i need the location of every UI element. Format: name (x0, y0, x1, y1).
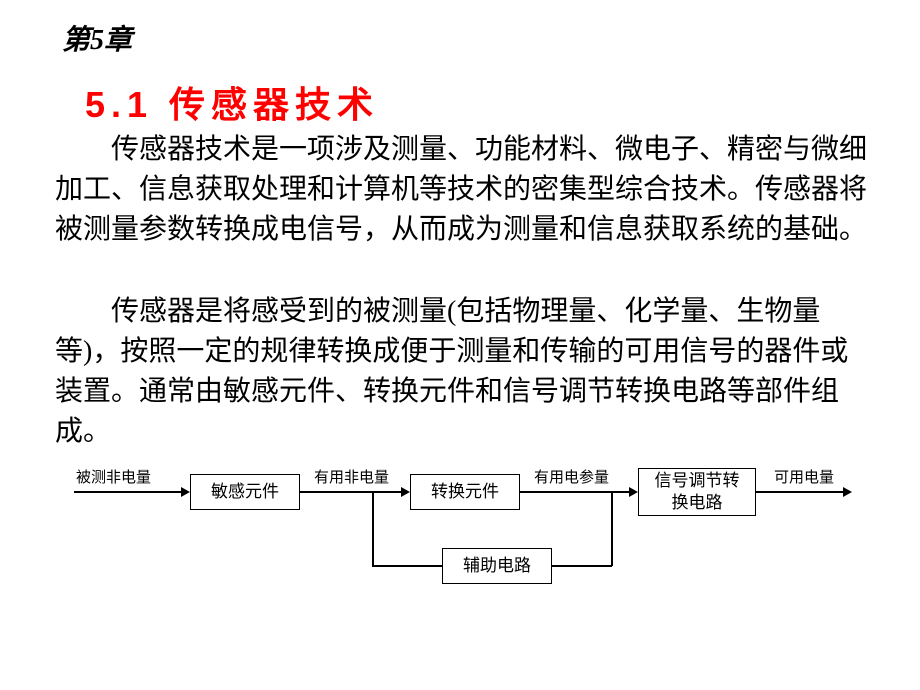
arrow-head-1 (401, 487, 410, 497)
section-title: 5.1 传感器技术 (85, 76, 379, 128)
arrow-head-0 (181, 487, 190, 497)
connector-0-0 (372, 492, 374, 566)
flow-label-1: 有用非电量 (314, 466, 389, 487)
flow-box-box2: 转换元件 (410, 474, 520, 510)
connector-1-0 (552, 565, 612, 567)
arrow-line-3 (756, 491, 844, 493)
connector-1-1 (611, 492, 613, 566)
flow-box-box1: 敏感元件 (190, 474, 300, 510)
arrow-line-2 (520, 491, 630, 493)
paragraph-1: 传感器技术是一项涉及测量、功能材料、微电子、精密与微细加工、信息获取处理和计算机… (55, 130, 875, 250)
flow-label-3: 可用电量 (774, 466, 834, 487)
flow-label-2: 有用电参量 (534, 466, 609, 487)
arrow-head-3 (843, 487, 852, 497)
arrow-head-2 (629, 487, 638, 497)
arrow-line-1 (300, 491, 402, 493)
paragraph-2: 传感器是将感受到的被测量(包括物理量、化学量、生物量等)，按照一定的规律转换成便… (55, 292, 875, 452)
flowchart-diagram: 敏感元件 转换元件 信号调节转换电路辅助电路 被测非电量 有用非电量 有用电参量 可用电量 (62, 466, 872, 596)
chapter-label: 第5章 (62, 18, 132, 58)
flow-box-box4: 辅助电路 (442, 548, 552, 584)
connector-0-1 (372, 565, 442, 567)
flow-box-box3: 信号调节转换电路 (638, 468, 756, 516)
arrow-line-0 (74, 491, 182, 493)
flow-label-0: 被测非电量 (76, 466, 151, 487)
